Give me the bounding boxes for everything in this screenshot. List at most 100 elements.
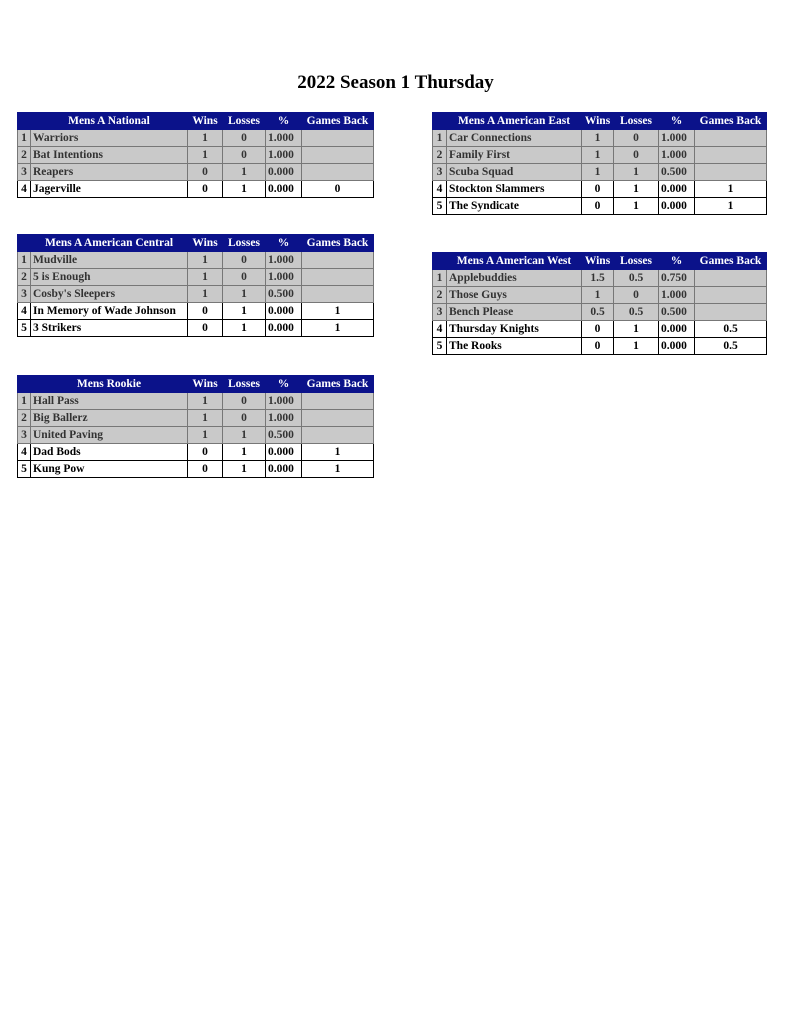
- pct-cell: 0.500: [265, 426, 302, 444]
- table-row: 4 Jagerville 0 1 0.000 0: [17, 180, 374, 198]
- rank-cell: 3: [17, 163, 31, 181]
- games-back-cell: [301, 146, 374, 164]
- games-back-cell: 0.5: [694, 320, 767, 338]
- games-back-cell: [694, 146, 767, 164]
- games-back-header: Games Back: [694, 252, 767, 270]
- pct-header: %: [265, 375, 302, 393]
- losses-cell: 1: [222, 443, 266, 461]
- losses-header: Losses: [222, 375, 266, 393]
- pct-cell: 0.000: [658, 337, 695, 355]
- rank-header: [432, 252, 447, 270]
- wins-header: Wins: [187, 112, 223, 130]
- rank-header: [17, 375, 31, 393]
- rank-cell: 2: [17, 268, 31, 286]
- wins-cell: 0: [187, 443, 223, 461]
- page-title: 2022 Season 1 Thursday: [297, 72, 494, 93]
- wins-cell: 0: [581, 320, 614, 338]
- team-name: Bat Intentions: [30, 146, 188, 164]
- team-name: 3 Strikers: [30, 319, 188, 337]
- team-name: Scuba Squad: [446, 163, 582, 181]
- losses-cell: 1: [613, 163, 659, 181]
- games-back-header: Games Back: [301, 375, 374, 393]
- pct-cell: 0.000: [658, 320, 695, 338]
- rank-cell: 1: [17, 392, 31, 410]
- rank-header: [17, 112, 31, 130]
- table-row: 2 Those Guys 1 0 1.000: [432, 286, 767, 304]
- rank-cell: 5: [17, 460, 31, 478]
- losses-cell: 0: [222, 146, 266, 164]
- wins-cell: 1: [581, 146, 614, 164]
- pct-cell: 0.000: [658, 197, 695, 215]
- team-name: Big Ballerz: [30, 409, 188, 427]
- games-back-header: Games Back: [301, 234, 374, 252]
- pct-cell: 1.000: [265, 409, 302, 427]
- standings-table: Mens Rookie Wins Losses% Games Back 1 Hall Pa…: [17, 375, 374, 478]
- wins-header: Wins: [581, 112, 614, 130]
- wins-cell: 0: [187, 460, 223, 478]
- team-name: Jagerville: [30, 180, 188, 198]
- team-name: Warriors: [30, 129, 188, 147]
- rank-header: [432, 112, 447, 130]
- games-back-cell: [694, 129, 767, 147]
- rank-cell: 4: [17, 180, 31, 198]
- games-back-cell: [694, 286, 767, 304]
- team-name: The Rooks: [446, 337, 582, 355]
- team-name: Hall Pass: [30, 392, 188, 410]
- team-name: Family First: [446, 146, 582, 164]
- pct-cell: 1.000: [658, 129, 695, 147]
- rank-cell: 1: [432, 129, 447, 147]
- team-name: 5 is Enough: [30, 268, 188, 286]
- games-back-cell: 1: [694, 197, 767, 215]
- team-name: Kung Pow: [30, 460, 188, 478]
- pct-cell: 1.000: [265, 268, 302, 286]
- table-row: 1 Hall Pass 1 0 1.000: [17, 392, 374, 410]
- team-name: Thursday Knights: [446, 320, 582, 338]
- games-back-cell: [301, 392, 374, 410]
- team-name: Reapers: [30, 163, 188, 181]
- rank-cell: 1: [17, 129, 31, 147]
- losses-cell: 1: [613, 337, 659, 355]
- table-row: 3 United Paving 1 1 0.500: [17, 426, 374, 444]
- table-row: 5 The Syndicate 0 1 0.000 1: [432, 197, 767, 215]
- table-row: 2 Family First 1 0 1.000: [432, 146, 767, 164]
- pct-cell: 1.000: [265, 392, 302, 410]
- rank-cell: 5: [432, 197, 447, 215]
- table-row: 4 In Memory of Wade Johnson 0 1 0.000 1: [17, 302, 374, 320]
- wins-cell: 1: [187, 129, 223, 147]
- losses-cell: 0: [613, 129, 659, 147]
- games-back-cell: [694, 303, 767, 321]
- header-row: Mens A National Wins Losses% Games Back: [17, 112, 374, 130]
- wins-cell: 1: [187, 426, 223, 444]
- table-row: 5 The Rooks 0 1 0.000 0.5: [432, 337, 767, 355]
- division-name: Mens A American West: [446, 252, 582, 270]
- table-row: 1 Mudville 1 0 1.000: [17, 251, 374, 269]
- team-name: Stockton Slammers: [446, 180, 582, 198]
- wins-cell: 0.5: [581, 303, 614, 321]
- wins-cell: 1.5: [581, 269, 614, 287]
- games-back-cell: [301, 129, 374, 147]
- pct-header: %: [658, 112, 695, 130]
- header-row: Mens Rookie Wins Losses% Games Back: [17, 375, 374, 393]
- losses-cell: 1: [222, 163, 266, 181]
- rank-cell: 2: [432, 286, 447, 304]
- team-name: Those Guys: [446, 286, 582, 304]
- pct-cell: 0.000: [265, 180, 302, 198]
- table-row: 5 Kung Pow 0 1 0.000 1: [17, 460, 374, 478]
- table-row: 3 Cosby's Sleepers 1 1 0.500: [17, 285, 374, 303]
- wins-cell: 1: [187, 285, 223, 303]
- wins-cell: 1: [581, 163, 614, 181]
- rank-cell: 5: [17, 319, 31, 337]
- games-back-cell: [301, 409, 374, 427]
- losses-header: Losses: [222, 112, 266, 130]
- team-name: Cosby's Sleepers: [30, 285, 188, 303]
- losses-cell: 0.5: [613, 269, 659, 287]
- games-back-cell: [301, 285, 374, 303]
- table-row: 1 Warriors 1 0 1.000: [17, 129, 374, 147]
- standings-table: Mens A American Central Wins Losses% Games …: [17, 234, 374, 337]
- wins-cell: 0: [187, 319, 223, 337]
- standings-table: Mens A American East Wins Losses% Games Bac…: [432, 112, 767, 215]
- pct-cell: 0.500: [265, 285, 302, 303]
- games-back-cell: 1: [694, 180, 767, 198]
- wins-header: Wins: [581, 252, 614, 270]
